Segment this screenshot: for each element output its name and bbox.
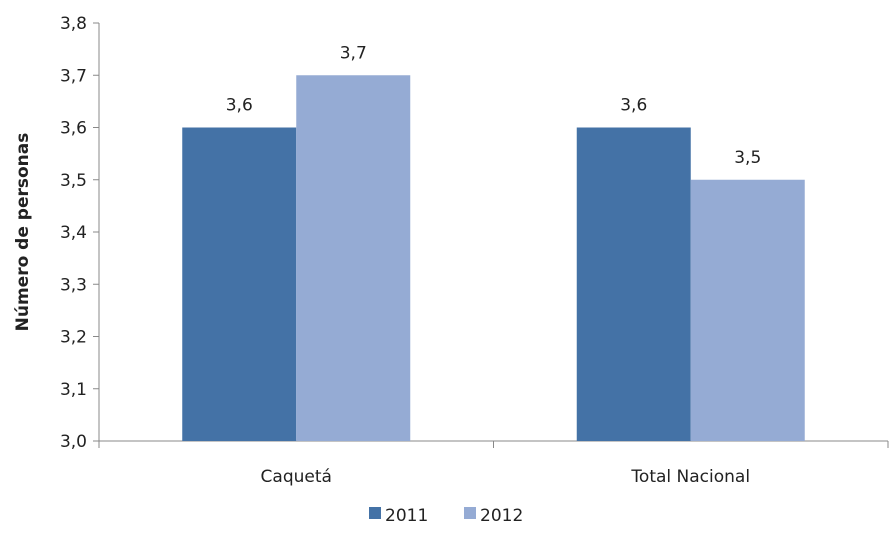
- data-labels: 3,6 3,7 3,6 3,5: [226, 43, 762, 168]
- legend-swatch: [369, 507, 381, 519]
- y-axis: 3,0 3,1 3,2 3,3 3,4 3,5 3,6 3,7 3,8: [60, 14, 100, 452]
- legend-swatch: [464, 507, 476, 519]
- category-label: Total Nacional: [630, 467, 750, 487]
- legend-label: 2012: [480, 506, 523, 526]
- bar-2011-0: [182, 127, 297, 441]
- legend-label: 2011: [385, 506, 428, 526]
- bar-2012-0: [296, 75, 411, 441]
- y-tick-label: 3,8: [60, 14, 87, 34]
- y-tick-label: 3,5: [60, 171, 87, 191]
- bar-2011-1: [576, 127, 691, 441]
- x-axis: Caquetá Total Nacional: [98, 440, 889, 487]
- bar-2012-1: [690, 179, 805, 441]
- y-tick-label: 3,4: [60, 223, 87, 243]
- y-tick-label: 3,1: [60, 380, 87, 400]
- legend: 2011 2012: [369, 506, 523, 526]
- bars: [182, 75, 805, 441]
- y-axis-title: Número de personas: [13, 133, 33, 332]
- data-label: 3,6: [620, 96, 647, 116]
- data-label: 3,6: [226, 96, 253, 116]
- y-tick-label: 3,7: [60, 66, 87, 86]
- category-label: Caquetá: [261, 467, 332, 487]
- y-tick-label: 3,2: [60, 328, 87, 348]
- data-label: 3,7: [340, 43, 367, 63]
- y-tick-label: 3,6: [60, 119, 87, 139]
- y-tick-label: 3,3: [60, 275, 87, 295]
- data-label: 3,5: [734, 148, 761, 168]
- y-tick-label: 3,0: [60, 432, 87, 452]
